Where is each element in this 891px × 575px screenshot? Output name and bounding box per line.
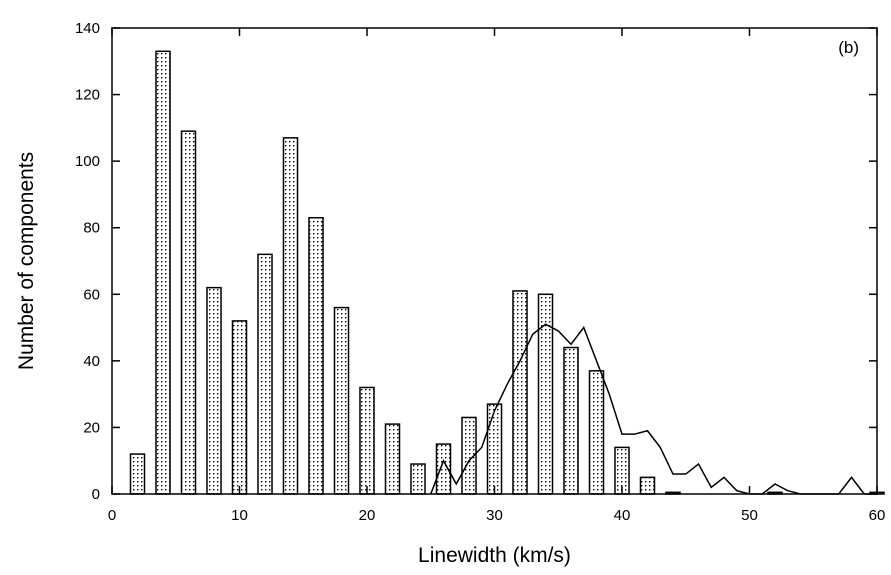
x-tick-label: 60 <box>869 507 886 524</box>
x-tick-label: 40 <box>614 507 631 524</box>
histogram-bar <box>129 453 146 495</box>
x-tick-label: 50 <box>741 507 758 524</box>
y-tick-label: 60 <box>83 286 100 303</box>
x-tick-label: 20 <box>359 507 376 524</box>
y-tick-label: 20 <box>83 419 100 436</box>
histogram-bar <box>206 286 222 495</box>
histogram-bar <box>359 386 375 495</box>
histogram-bar <box>410 463 426 495</box>
y-tick-label: 0 <box>92 486 100 503</box>
panel-label: (b) <box>838 38 859 57</box>
histogram-bar <box>180 130 197 495</box>
y-axis-label: Number of components <box>15 152 38 370</box>
x-tick-label: 30 <box>486 507 503 524</box>
bars-layer <box>129 50 885 495</box>
histogram-bar <box>257 253 273 495</box>
y-tick-label: 80 <box>83 220 100 237</box>
histogram-bar <box>231 320 248 495</box>
ticks-layer <box>111 27 878 495</box>
histogram-bar <box>486 403 503 495</box>
histogram-bar <box>155 50 171 495</box>
y-tick-label: 140 <box>75 20 100 37</box>
y-tick-label: 100 <box>75 153 100 170</box>
histogram-bar <box>333 306 350 495</box>
histogram-bar <box>588 370 605 495</box>
tick-labels-layer: 0 10 20 30 40 50 60 0 20 40 60 80 100 120 140 <box>75 20 885 524</box>
x-tick-label: 10 <box>231 507 248 524</box>
histogram-bar <box>308 216 324 495</box>
histogram-bar <box>563 346 579 495</box>
x-axis-label: Linewidth (km/s) <box>418 544 571 567</box>
histogram-bar <box>512 290 528 495</box>
histogram-bar <box>282 137 299 495</box>
x-tick-label: 0 <box>108 507 116 524</box>
histogram-bar <box>384 423 401 495</box>
histogram-bar <box>639 476 656 495</box>
y-tick-label: 40 <box>83 353 100 370</box>
y-tick-label: 120 <box>75 87 100 104</box>
